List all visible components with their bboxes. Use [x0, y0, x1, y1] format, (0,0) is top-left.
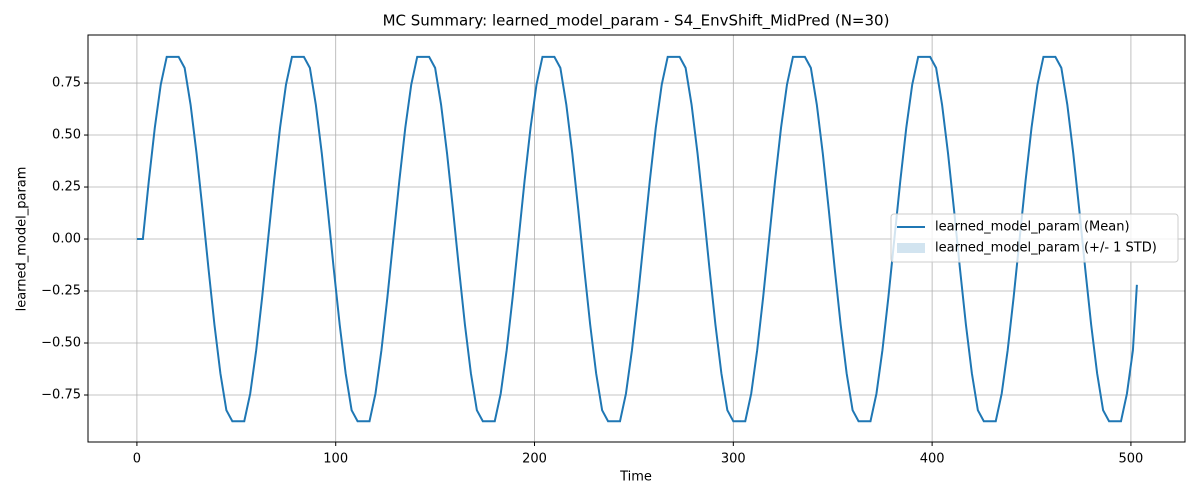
legend-swatch	[897, 243, 925, 253]
x-tick-label: 200	[522, 452, 547, 467]
chart-title: MC Summary: learned_model_param - S4_Env…	[383, 12, 890, 31]
x-tick-label: 0	[133, 452, 141, 467]
y-axis-label: learned_model_param	[15, 167, 30, 312]
y-tick-label: 0.50	[52, 128, 81, 143]
y-tick-label: −0.25	[41, 284, 81, 299]
y-tick-label: −0.50	[41, 336, 81, 351]
x-axis-label: Time	[619, 470, 652, 485]
legend-box	[890, 213, 1179, 263]
y-tick-label: 0.00	[52, 232, 81, 247]
legend-label: learned_model_param (Mean)	[935, 220, 1130, 235]
line-series	[136, 55, 1138, 423]
legend-label: learned_model_param (+/- 1 STD)	[935, 241, 1157, 256]
y-tick-label: −0.75	[41, 387, 81, 402]
plot-frame	[87, 34, 1186, 443]
x-tick-label: 100	[323, 452, 348, 467]
x-tick-label: 400	[920, 452, 945, 467]
x-tick-label: 500	[1119, 452, 1144, 467]
x-tick-label: 300	[721, 452, 746, 467]
y-tick-label: 0.75	[52, 76, 81, 91]
y-tick-label: 0.25	[52, 180, 81, 195]
